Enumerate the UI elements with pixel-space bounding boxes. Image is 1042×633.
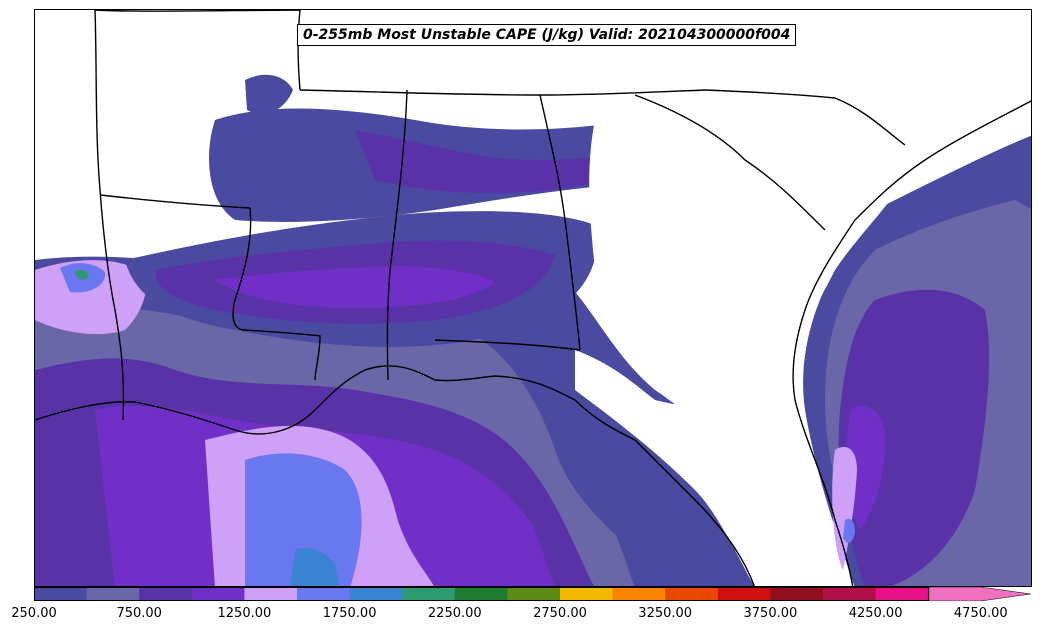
border-mississippi-river <box>232 207 252 331</box>
border-georgia-sc <box>634 94 826 231</box>
colorbar-tick-label: 750.00 <box>116 606 162 621</box>
land-georgia-carolina <box>589 103 905 363</box>
boundaries <box>35 10 1031 586</box>
colorbar-tick-label: 1750.00 <box>322 606 377 621</box>
border-louisiana-east <box>244 329 321 381</box>
colorbar-tick-label: 3750.00 <box>743 606 798 621</box>
colorbar-swatch <box>139 587 193 601</box>
cape-region-gulf-east <box>555 390 754 586</box>
land-florida-peninsula <box>575 350 815 586</box>
colorbar-swatch <box>875 587 929 601</box>
cape-region-gulf-blue <box>245 453 362 586</box>
colorbar-tick-label: 250.00 <box>11 606 57 621</box>
map-title: 0-255mb Most Unstable CAPE (J/kg) Valid:… <box>297 24 797 46</box>
colorbar-swatch <box>770 587 824 601</box>
land-masks <box>575 103 905 586</box>
cape-region-atlantic-violet <box>846 406 886 530</box>
border-louisiana-north <box>99 194 251 209</box>
border-nc-sc <box>704 89 906 146</box>
colorbar-swatch <box>297 587 351 601</box>
colorbar-swatch-extend <box>927 587 1031 601</box>
coastline-gulf <box>35 365 755 586</box>
colorbar-swatch <box>717 587 771 601</box>
coastline-atlantic <box>792 100 1031 586</box>
cape-region-west-band-green <box>75 269 89 280</box>
colorbar-swatch <box>191 587 245 601</box>
cape-region-north-small <box>245 74 293 114</box>
colorbar-tick-label: 1250.00 <box>217 606 272 621</box>
map-frame: 0-255mb Most Unstable CAPE (J/kg) Valid:… <box>34 9 1032 587</box>
border-alabama-georgia <box>539 94 581 351</box>
cape-region-west-band <box>35 260 146 335</box>
colorbar-swatch <box>665 587 719 601</box>
border-tennessee <box>299 89 706 96</box>
cape-region-gulf-deepblue <box>290 548 340 586</box>
border-arkansas <box>94 10 301 91</box>
colorbar-tick-label: 4250.00 <box>848 606 903 621</box>
cape-region-southeast-violet <box>215 266 495 308</box>
colorbar-swatch <box>402 587 456 601</box>
cape-region-atlantic-lavender <box>832 446 857 570</box>
colorbar-swatch <box>823 587 877 601</box>
colorbar-outline <box>34 587 930 601</box>
colorbar-tick-label: 2250.00 <box>427 606 482 621</box>
colorbar-swatch <box>244 587 298 601</box>
colorbar-tick-label: 4750.00 <box>953 606 1008 621</box>
colorbar-tick-label: 3250.00 <box>638 606 693 621</box>
colorbar-swatch <box>349 587 403 601</box>
cape-region-atlantic-purple <box>838 289 990 586</box>
colorbar-tick-label: 2750.00 <box>533 606 587 621</box>
colorbar-swatch <box>560 587 614 601</box>
colorbar-swatch <box>454 587 508 601</box>
border-mississippi-alabama <box>386 89 408 381</box>
cape-map <box>35 10 1031 586</box>
colorbar-swatch <box>612 587 666 601</box>
colorbar <box>34 587 1031 601</box>
cape-region-atlantic-blue <box>843 518 855 543</box>
border-florida-north <box>434 339 581 351</box>
colorbar-swatch <box>86 587 140 601</box>
colorbar-swatch <box>34 587 88 601</box>
cape-region-north-purple <box>355 130 635 193</box>
colorbar-swatch <box>507 587 561 601</box>
border-texas-louisiana <box>94 10 125 421</box>
